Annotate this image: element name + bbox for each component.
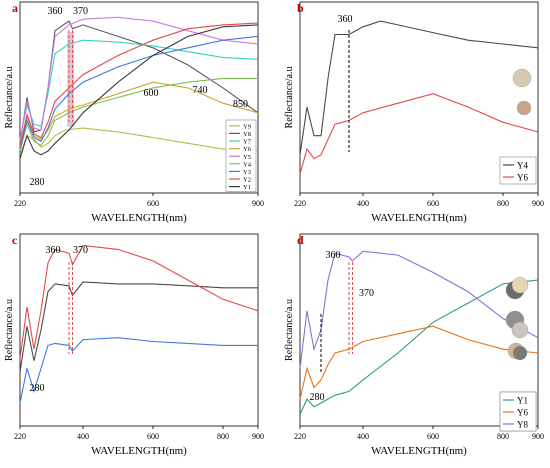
plot-frame-d — [299, 233, 539, 427]
legend-label-a-Y2: Y2 — [243, 177, 251, 184]
pearl-image-b-top — [512, 68, 532, 88]
x-tick-label-b: 900 — [532, 199, 544, 208]
x-tick-label-c: 400 — [77, 432, 89, 441]
annotation-c-370: 370 — [73, 245, 88, 256]
x-tick-label-b: 220 — [294, 199, 306, 208]
x-tick-label-b: 600 — [427, 199, 439, 208]
x-tick-label-c: 220 — [14, 432, 26, 441]
series-line-d-Y1 — [299, 279, 539, 415]
annotation-a-850: 850 — [233, 99, 248, 110]
legend-label-a-Y4: Y4 — [243, 161, 252, 168]
legend-label-d-Y8: Y8 — [517, 420, 528, 430]
annotation-d-370: 370 — [359, 288, 374, 299]
x-tick-label-c: 600 — [147, 432, 159, 441]
series-line-a-Y2 — [19, 22, 259, 148]
series-line-d-Y8 — [299, 250, 539, 369]
highlight-band-a — [67, 32, 75, 127]
series-line-a-Y3 — [19, 35, 259, 150]
series-line-d-Y6 — [299, 325, 539, 400]
y-axis-label-d: Reflectance/a.u — [284, 299, 295, 361]
annotation-d-280: 280 — [310, 392, 325, 403]
annotation-d-360: 360 — [326, 250, 341, 261]
legend-label-d-Y1: Y1 — [517, 396, 528, 406]
series-line-a-Y9 — [19, 127, 259, 155]
x-tick-label-d: 220 — [294, 432, 306, 441]
series-line-a-Y5 — [19, 16, 259, 142]
x-tick-label-d: 400 — [357, 432, 369, 441]
legend-label-a-Y3: Y3 — [243, 169, 251, 176]
plot-frame-b — [299, 1, 539, 194]
legend-label-a-Y6: Y6 — [243, 146, 252, 153]
x-axis-label-c: WAVELENGTH(nm) — [91, 445, 187, 457]
y-axis-label-b: Reflectance/a.u — [284, 67, 295, 129]
x-tick-label-a: 220 — [14, 199, 26, 208]
pearl-image-d-top — [511, 276, 529, 294]
legend-label-a-Y9: Y9 — [243, 123, 251, 130]
x-axis-label-b: WAVELENGTH(nm) — [371, 212, 467, 224]
x-tick-label-d: 600 — [427, 432, 439, 441]
y-axis-label-c: Reflectance/a.u — [4, 299, 15, 361]
x-axis-label-a: WAVELENGTH(nm) — [91, 212, 187, 224]
legend-label-a-Y1: Y1 — [243, 184, 251, 191]
panel-label-b: b — [297, 1, 304, 15]
series-line-a-Y4 — [19, 77, 258, 152]
legend-box-b — [499, 156, 537, 185]
x-tick-label-b: 400 — [357, 199, 369, 208]
annotation-a-740: 740 — [193, 85, 208, 96]
legend-label-b-Y6: Y6 — [517, 173, 528, 183]
annotation-a-600: 600 — [144, 88, 159, 99]
x-tick-label-a: 600 — [147, 199, 159, 208]
y-axis-label-a: Reflectance/a.u — [4, 67, 15, 129]
x-tick-label-b: 800 — [497, 199, 509, 208]
series-line-b-Y4 — [299, 20, 539, 155]
pearl-image-b-bottom — [516, 100, 532, 116]
annotation-a-280: 280 — [30, 177, 45, 188]
plot-frame-a — [19, 1, 259, 194]
x-tick-label-d: 800 — [497, 432, 509, 441]
annotation-b-360: 360 — [338, 14, 353, 25]
annotation-c-280: 280 — [30, 383, 45, 394]
legend-label-d-Y6: Y6 — [517, 408, 528, 418]
legend-label-a-Y7: Y7 — [243, 139, 252, 146]
x-tick-label-a: 900 — [252, 199, 264, 208]
panel-label-c: c — [12, 233, 18, 247]
legend-label-a-Y8: Y8 — [243, 131, 251, 138]
series-line-a-Y7 — [19, 39, 259, 140]
series-line-c-Y8 — [19, 244, 259, 359]
series-line-a-Y6 — [19, 81, 259, 146]
annotation-c-360: 360 — [46, 245, 61, 256]
pearl-image-d-middle — [511, 321, 529, 339]
panel-label-d: d — [297, 233, 304, 247]
legend-label-b-Y4: Y4 — [517, 161, 528, 171]
x-axis-label-d: WAVELENGTH(nm) — [371, 445, 467, 457]
series-line-c-Y9 — [19, 337, 258, 404]
panel-label-a: a — [12, 1, 18, 15]
x-tick-label-d: 900 — [532, 432, 544, 441]
annotation-a-370: 370 — [73, 6, 88, 17]
series-line-c-Y7 — [19, 281, 258, 373]
plot-frame-c — [19, 233, 259, 427]
annotation-a-360: 360 — [48, 6, 63, 17]
legend-label-a-Y5: Y5 — [243, 154, 251, 161]
series-line-a-Y8 — [19, 20, 259, 144]
x-tick-label-c: 800 — [217, 432, 229, 441]
series-line-a-Y1 — [19, 24, 259, 159]
x-tick-label-c: 900 — [252, 432, 264, 441]
pearl-image-d-bottom — [512, 345, 528, 361]
